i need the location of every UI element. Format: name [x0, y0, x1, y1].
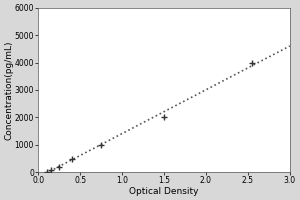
Y-axis label: Concentration(pg/mL): Concentration(pg/mL)	[4, 40, 13, 140]
X-axis label: Optical Density: Optical Density	[129, 187, 199, 196]
